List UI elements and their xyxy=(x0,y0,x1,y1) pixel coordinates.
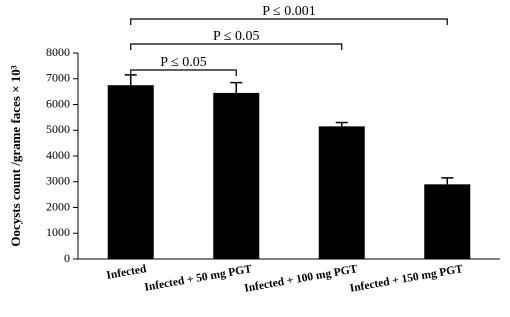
y-tick-label: 7000 xyxy=(46,71,70,85)
y-tick-label: 2000 xyxy=(46,199,70,213)
x-tick-label: Infected + 50 mg PGT xyxy=(144,263,254,294)
x-tick-label: Infected + 100 mg PGT xyxy=(243,263,358,295)
significance-bracket xyxy=(130,43,343,50)
y-tick-label: 1000 xyxy=(46,225,70,239)
x-tick-label: Infected xyxy=(106,263,148,282)
significance-bracket xyxy=(130,69,237,76)
bar xyxy=(107,85,154,259)
x-tick-label: Infected + 150 mg PGT xyxy=(349,263,464,295)
bar xyxy=(318,126,365,259)
bar xyxy=(213,92,260,259)
significance-label: P ≤ 0.001 xyxy=(262,4,315,19)
error-bar xyxy=(124,74,137,86)
significance-label: P ≤ 0.05 xyxy=(160,55,206,70)
y-tick-label: 6000 xyxy=(46,96,70,110)
significance-bracket xyxy=(130,18,448,25)
error-bar xyxy=(335,121,348,127)
y-tick-label: 3000 xyxy=(46,174,70,188)
y-tick-label: 5000 xyxy=(46,122,70,136)
error-bar xyxy=(441,177,454,185)
error-bar xyxy=(230,81,243,93)
bar xyxy=(424,184,471,259)
y-tick-label: 8000 xyxy=(46,45,70,59)
y-tick-label: 4000 xyxy=(46,148,70,162)
significance-label: P ≤ 0.05 xyxy=(213,29,259,44)
y-tick-label: 0 xyxy=(64,251,70,265)
y-axis-label: Oocysts count /grame faces × 10³ xyxy=(8,65,23,246)
